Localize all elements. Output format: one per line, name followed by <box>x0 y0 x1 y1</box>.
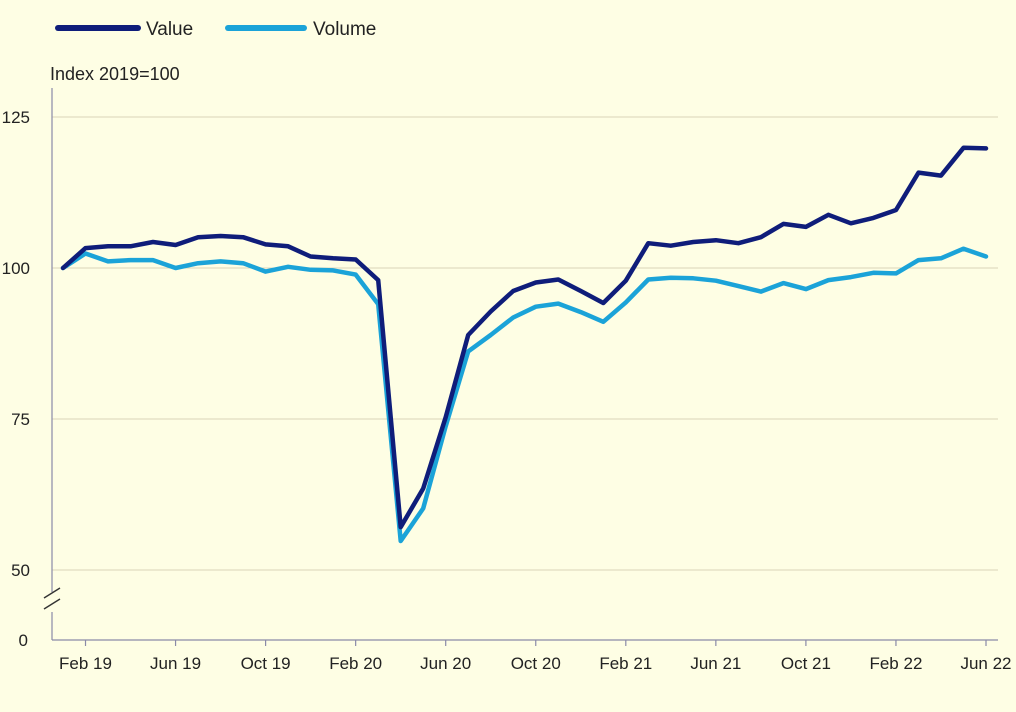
axis-break-mark <box>43 587 61 599</box>
x-tick-label: Oct 21 <box>781 654 831 673</box>
x-tick-label: Feb 20 <box>329 654 382 673</box>
x-tick-label: Feb 21 <box>599 654 652 673</box>
legend: Value Volume <box>55 19 376 40</box>
series-line-volume <box>60 246 989 544</box>
x-axis-ticks: Feb 19 Jun 19 Oct 19 Feb 20 Jun 20 Oct 20 Feb … <box>59 640 1012 673</box>
y-tick-label: 100 <box>2 259 30 278</box>
y-tick-label: 0 <box>19 631 28 650</box>
x-tick-label: Jun 22 <box>960 654 1011 673</box>
series-lines <box>60 145 989 544</box>
x-tick-label: Feb 22 <box>869 654 922 673</box>
x-tick-label: Oct 19 <box>241 654 291 673</box>
y-tick-label: 125 <box>2 108 30 127</box>
x-tick-label: Jun 20 <box>420 654 471 673</box>
legend-label-volume: Volume <box>313 19 376 40</box>
y-axis-title: Index 2019=100 <box>50 64 180 84</box>
y-tick-label: 75 <box>11 410 30 429</box>
y-axis-ticks: 0 50 75 100 125 <box>2 108 30 650</box>
x-tick-label: Feb 19 <box>59 654 112 673</box>
y-tick-label: 50 <box>11 561 30 580</box>
x-tick-label: Jun 21 <box>690 654 741 673</box>
gridlines <box>52 116 998 571</box>
x-tick-label: Oct 20 <box>511 654 561 673</box>
legend-label-value: Value <box>146 19 193 40</box>
axes <box>43 88 998 641</box>
x-tick-label: Jun 19 <box>150 654 201 673</box>
axis-break-mark <box>43 598 61 610</box>
series-line-value <box>60 145 989 530</box>
